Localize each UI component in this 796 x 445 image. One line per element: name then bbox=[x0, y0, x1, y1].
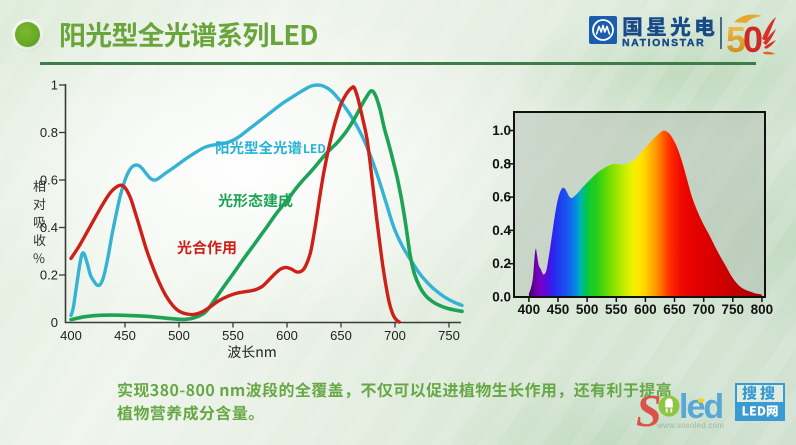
svg-text:600: 600 bbox=[276, 328, 298, 343]
svg-text:S: S bbox=[636, 385, 662, 436]
svg-text:1.0: 1.0 bbox=[492, 123, 511, 138]
svg-text:www.sosoled.com: www.sosoled.com bbox=[656, 421, 724, 430]
svg-text:700: 700 bbox=[384, 328, 406, 343]
svg-text:550: 550 bbox=[222, 328, 244, 343]
svg-text:700: 700 bbox=[692, 302, 715, 317]
svg-text:0.2: 0.2 bbox=[40, 268, 58, 283]
svg-text:1: 1 bbox=[51, 78, 58, 93]
svg-text:0.4: 0.4 bbox=[40, 220, 58, 235]
svg-text:5: 5 bbox=[726, 19, 746, 60]
svg-text:0.6: 0.6 bbox=[492, 190, 511, 205]
svg-text:0.8: 0.8 bbox=[492, 156, 511, 171]
svg-text:650: 650 bbox=[330, 328, 352, 343]
svg-text:led: led bbox=[679, 388, 722, 426]
svg-text:0.6: 0.6 bbox=[40, 173, 58, 188]
svg-text:750: 750 bbox=[722, 302, 745, 317]
svg-text:0.8: 0.8 bbox=[40, 125, 58, 140]
svg-text:450: 450 bbox=[547, 302, 570, 317]
svg-text:800: 800 bbox=[751, 302, 774, 317]
svg-text:500: 500 bbox=[576, 302, 599, 317]
svg-text:500: 500 bbox=[168, 328, 190, 343]
svg-text:400: 400 bbox=[518, 302, 541, 317]
svg-text:600: 600 bbox=[634, 302, 657, 317]
svg-text:0.2: 0.2 bbox=[492, 256, 511, 271]
svg-text:0: 0 bbox=[743, 19, 763, 60]
svg-text:0: 0 bbox=[51, 315, 58, 330]
svg-text:750: 750 bbox=[438, 328, 460, 343]
svg-text:0.0: 0.0 bbox=[492, 290, 511, 305]
svg-text:0.4: 0.4 bbox=[492, 223, 511, 238]
svg-text:450: 450 bbox=[114, 328, 136, 343]
svg-text:650: 650 bbox=[663, 302, 686, 317]
svg-text:550: 550 bbox=[605, 302, 628, 317]
svg-text:400: 400 bbox=[60, 328, 82, 343]
